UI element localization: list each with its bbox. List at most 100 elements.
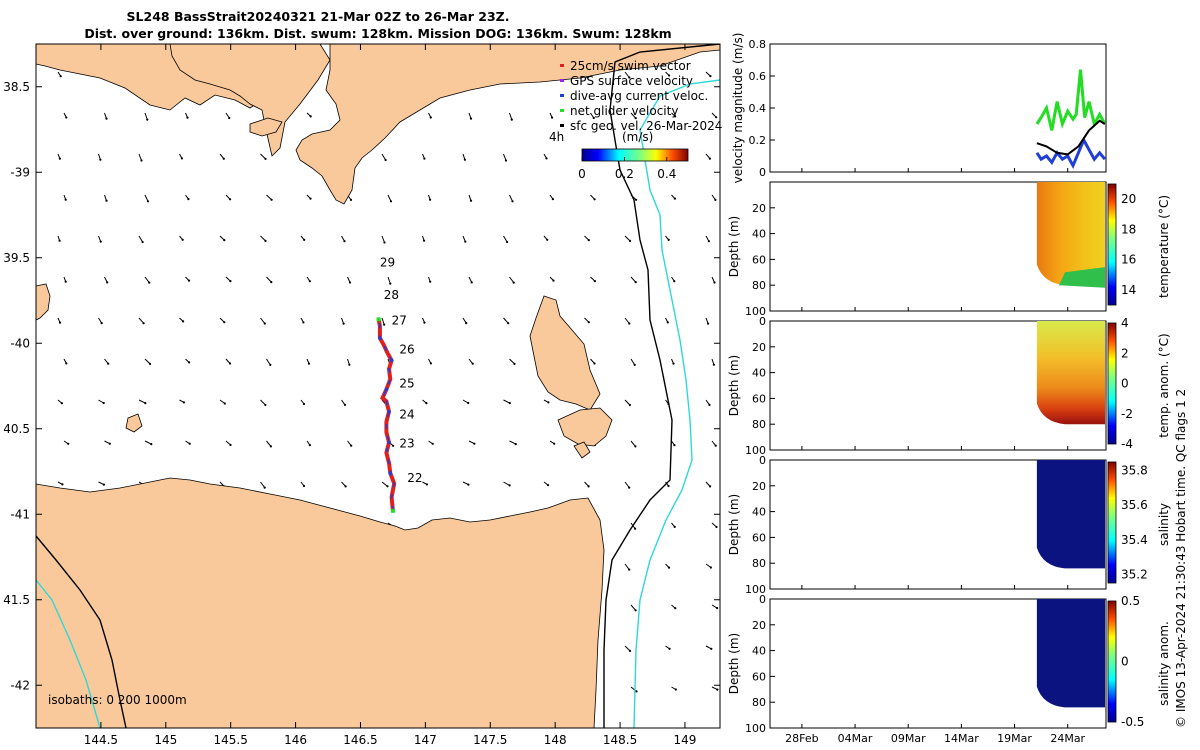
current-vector-head [429,362,432,365]
current-vector-head [425,402,428,405]
colorbar-tick-label: 14 [1121,283,1136,297]
profile-y-tick-label: 40 [752,367,766,380]
current-vector [138,235,144,243]
day-label: 25 [399,377,414,391]
profile-y-tick-label: 60 [752,392,766,405]
current-vector-head [223,239,226,242]
current-vector-head [223,321,226,324]
current-vector [503,235,508,243]
current-vector-head [64,280,67,283]
land-islet-b [573,441,591,459]
imos-credit: © IMOS 13-Apr-2024 21:30:43 Hobart time.… [1174,389,1188,728]
current-vector-head [423,239,426,242]
time-tick-label: 24Mar [1050,732,1085,745]
current-vector [509,112,513,120]
colorbar-tick-label: 35.8 [1121,464,1148,478]
velocity-series-line [1035,136,1107,170]
map-y-tick-label: -39 [10,165,30,179]
colorbar-tick-label: 18 [1121,222,1136,236]
current-vector [144,358,151,365]
current-vector-head [709,566,713,569]
current-vector-head [467,483,470,486]
profile-y-tick-label: 80 [752,557,766,570]
land-flinders-island [529,295,601,411]
day-labels: 29 28 27 26 25 24 23 22 [380,255,423,485]
current-vector-head [389,282,392,285]
current-vector [138,399,146,404]
current-vector-head [146,118,149,121]
current-vector [387,276,391,284]
current-vector-head [508,402,511,405]
current-vector-head [146,200,150,203]
current-vector-head [307,362,311,365]
current-vector-head [506,240,509,244]
profile-y-tick-label: 0 [759,454,766,467]
current-vector-head [709,75,712,78]
map-x-tick-label: 148 [544,733,567,747]
profile-panel: 0 20 40 60 80 100 Depth (m) 0.5 0 -0.5 salinity an… [727,593,1171,735]
current-vector-head [188,442,191,445]
colorbar-tick-label: -4 [1121,437,1133,451]
current-vector-head [102,401,105,405]
current-vector-head [716,688,719,691]
map-x-tick-label: 147.5 [473,733,507,747]
time-tick-label: 14Mar [944,732,979,745]
legend-swatch [560,94,564,97]
current-vector-head [309,197,312,200]
current-vector-head [429,198,432,201]
land-tasmania [36,477,605,728]
current-vector [584,727,586,728]
map-y-tick-label: 40.5 [3,422,30,436]
legend-label: GPS surface velocity [570,74,693,88]
current-vector [503,317,509,324]
current-vector-head [144,402,147,405]
current-vector-head [465,322,468,325]
current-vector [144,112,148,120]
legend-swatch [560,109,564,112]
current-vector-head [709,485,712,488]
current-vector [624,399,631,406]
current-vector-head [65,116,68,119]
current-vector-head [713,281,716,284]
current-vector-head [180,157,183,160]
day-label: 29 [380,255,395,269]
current-vector-head [99,240,102,243]
current-vector-head [187,198,190,201]
current-vector [382,727,383,728]
current-vector-head [628,403,632,407]
current-vector-head [667,238,670,241]
current-vector-head [667,566,671,569]
current-vector-head [350,444,353,447]
glider-end-marker [376,317,381,322]
current-vector-head [464,240,467,243]
current-vector-head [473,442,476,445]
map-y-tick-label: -40 [10,336,30,350]
isobaths [36,44,720,728]
current-vector [544,727,545,728]
current-vector [509,276,515,283]
current-vector-head [593,280,597,283]
current-vector-head [222,157,225,160]
current-vector-head [429,116,432,119]
current-vector-head [423,321,426,324]
profile-fill [1036,182,1105,286]
current-vector [144,276,150,283]
current-vector [503,399,511,404]
current-vector-head [99,158,102,161]
current-vector-head [470,281,473,284]
profile-colorbar [1107,183,1117,306]
profile-y-tick-label: 20 [752,202,766,215]
current-vector-head [708,157,712,160]
legend-label: dive-avg current veloc. [570,89,708,103]
current-vector [503,481,510,486]
legend-label: 25cm/s swim vector [570,59,691,73]
current-vector-head [634,527,637,530]
current-vector-head [510,118,513,121]
current-vector [266,276,272,283]
profile-y-tick-label: 20 [752,341,766,354]
profile-y-tick-label: 20 [752,619,766,632]
velocity-y-tick-label: 0.6 [749,70,767,83]
profile-y-tick-label: 40 [752,645,766,658]
current-vector-head [467,401,470,405]
